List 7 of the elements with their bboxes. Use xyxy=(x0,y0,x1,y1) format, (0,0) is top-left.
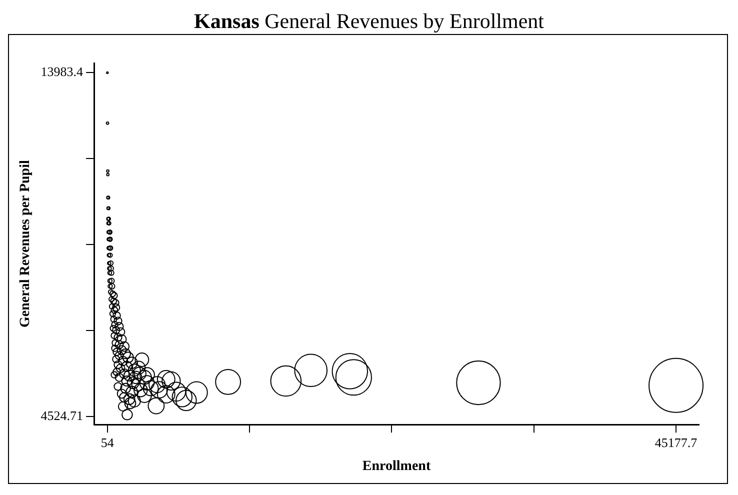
y-tick-label: 13983.4 xyxy=(40,64,84,80)
x-tick-label: 45177.7 xyxy=(654,434,698,450)
chart-title: Kansas General Revenues by Enrollment xyxy=(194,9,544,33)
x-axis-title: Enrollment xyxy=(362,459,431,474)
y-tick-label: 4524.71 xyxy=(40,408,84,423)
x-tick-label: 54 xyxy=(100,434,114,450)
y-axis-title: General Revenues per Pupil xyxy=(18,160,34,328)
